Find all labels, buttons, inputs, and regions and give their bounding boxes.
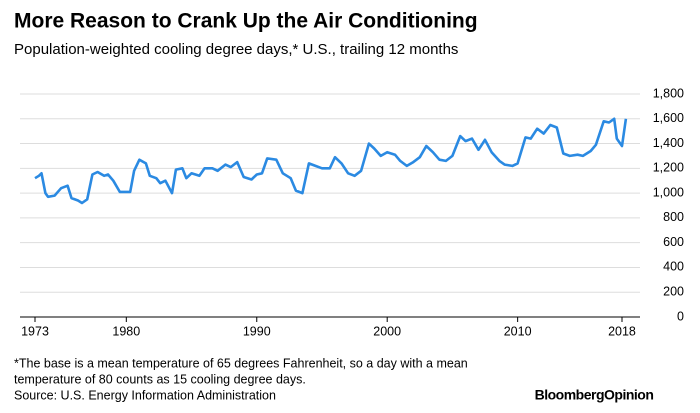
y-tick-label: 1,800 <box>653 86 684 100</box>
x-tick-label: 1980 <box>112 324 140 338</box>
y-tick-label: 1,600 <box>653 111 684 125</box>
x-tick-label: 2018 <box>608 324 636 338</box>
x-tick-label: 2000 <box>373 324 401 338</box>
y-tick-label: 1,400 <box>653 136 684 150</box>
x-tick-label: 1973 <box>21 324 49 338</box>
brand: Bloomberg <box>535 387 604 403</box>
y-tick-label: 1,000 <box>653 185 684 199</box>
chart-title: More Reason to Crank Up the Air Conditio… <box>14 10 478 33</box>
y-tick-label: 600 <box>663 235 684 249</box>
brand: Opinion <box>604 387 653 403</box>
y-tick-label: 800 <box>663 210 684 224</box>
chart-subtitle: Population-weighted cooling degree days,… <box>14 41 458 58</box>
y-tick-label: 0 <box>677 309 684 323</box>
x-tick-label: 2010 <box>504 324 532 338</box>
footnote: temperature of 80 counts as 15 cooling d… <box>14 372 306 386</box>
source: Source: U.S. Energy Information Administ… <box>14 388 276 402</box>
footnote: *The base is a mean temperature of 65 de… <box>14 356 468 370</box>
y-tick-label: 400 <box>663 260 684 274</box>
x-tick-label: 1990 <box>243 324 271 338</box>
data-line <box>34 117 628 205</box>
y-tick-label: 1,200 <box>653 161 684 175</box>
y-tick-label: 200 <box>663 285 684 299</box>
